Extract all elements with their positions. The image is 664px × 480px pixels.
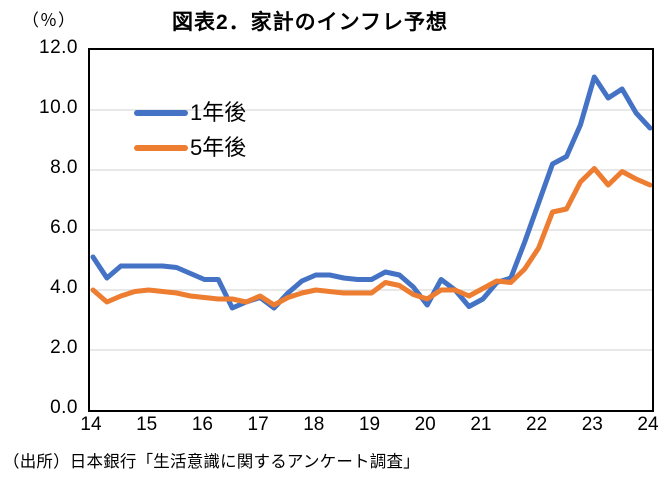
y-tick-8.0: 8.0 [50, 157, 78, 178]
x-tick-14: 14 [80, 414, 102, 435]
x-tick-15: 15 [136, 414, 158, 435]
x-tick-17: 17 [247, 414, 269, 435]
line-chart-canvas [90, 74, 652, 351]
legend-item-5-year-ahead: 5年後 [134, 135, 246, 161]
x-tick-21: 21 [470, 414, 492, 435]
y-tick-4.0: 4.0 [50, 277, 78, 298]
x-tick-16: 16 [191, 414, 213, 435]
x-tick-18: 18 [303, 414, 325, 435]
x-tick-20: 20 [414, 414, 436, 435]
legend-label-5-year-ahead: 5年後 [190, 135, 247, 160]
legend: 1年後 5年後 [134, 100, 246, 161]
y-axis-unit-label: （％） [22, 11, 76, 30]
plot-area: 1年後 5年後 [88, 48, 654, 412]
x-tick-24: 24 [637, 414, 659, 435]
x-tick-23: 23 [581, 414, 603, 435]
chart-title: 図表2．家計のインフレ予想 [171, 11, 449, 34]
y-tick-12.0: 12.0 [39, 37, 78, 58]
source-note: （出所）日本銀行「生活意識に関するアンケート調査」 [3, 453, 420, 471]
y-tick-0.0: 0.0 [50, 397, 78, 418]
x-tick-19: 19 [358, 414, 381, 435]
legend-label-1-year-ahead: 1年後 [190, 100, 247, 125]
line-swatch-orange [134, 145, 188, 151]
legend-item-1-year-ahead: 1年後 [134, 100, 246, 126]
y-tick-10.0: 10.0 [39, 97, 78, 118]
y-tick-6.0: 6.0 [50, 217, 78, 238]
x-tick-22: 22 [526, 414, 548, 435]
y-tick-2.0: 2.0 [50, 337, 78, 358]
line-swatch-blue [134, 110, 188, 116]
